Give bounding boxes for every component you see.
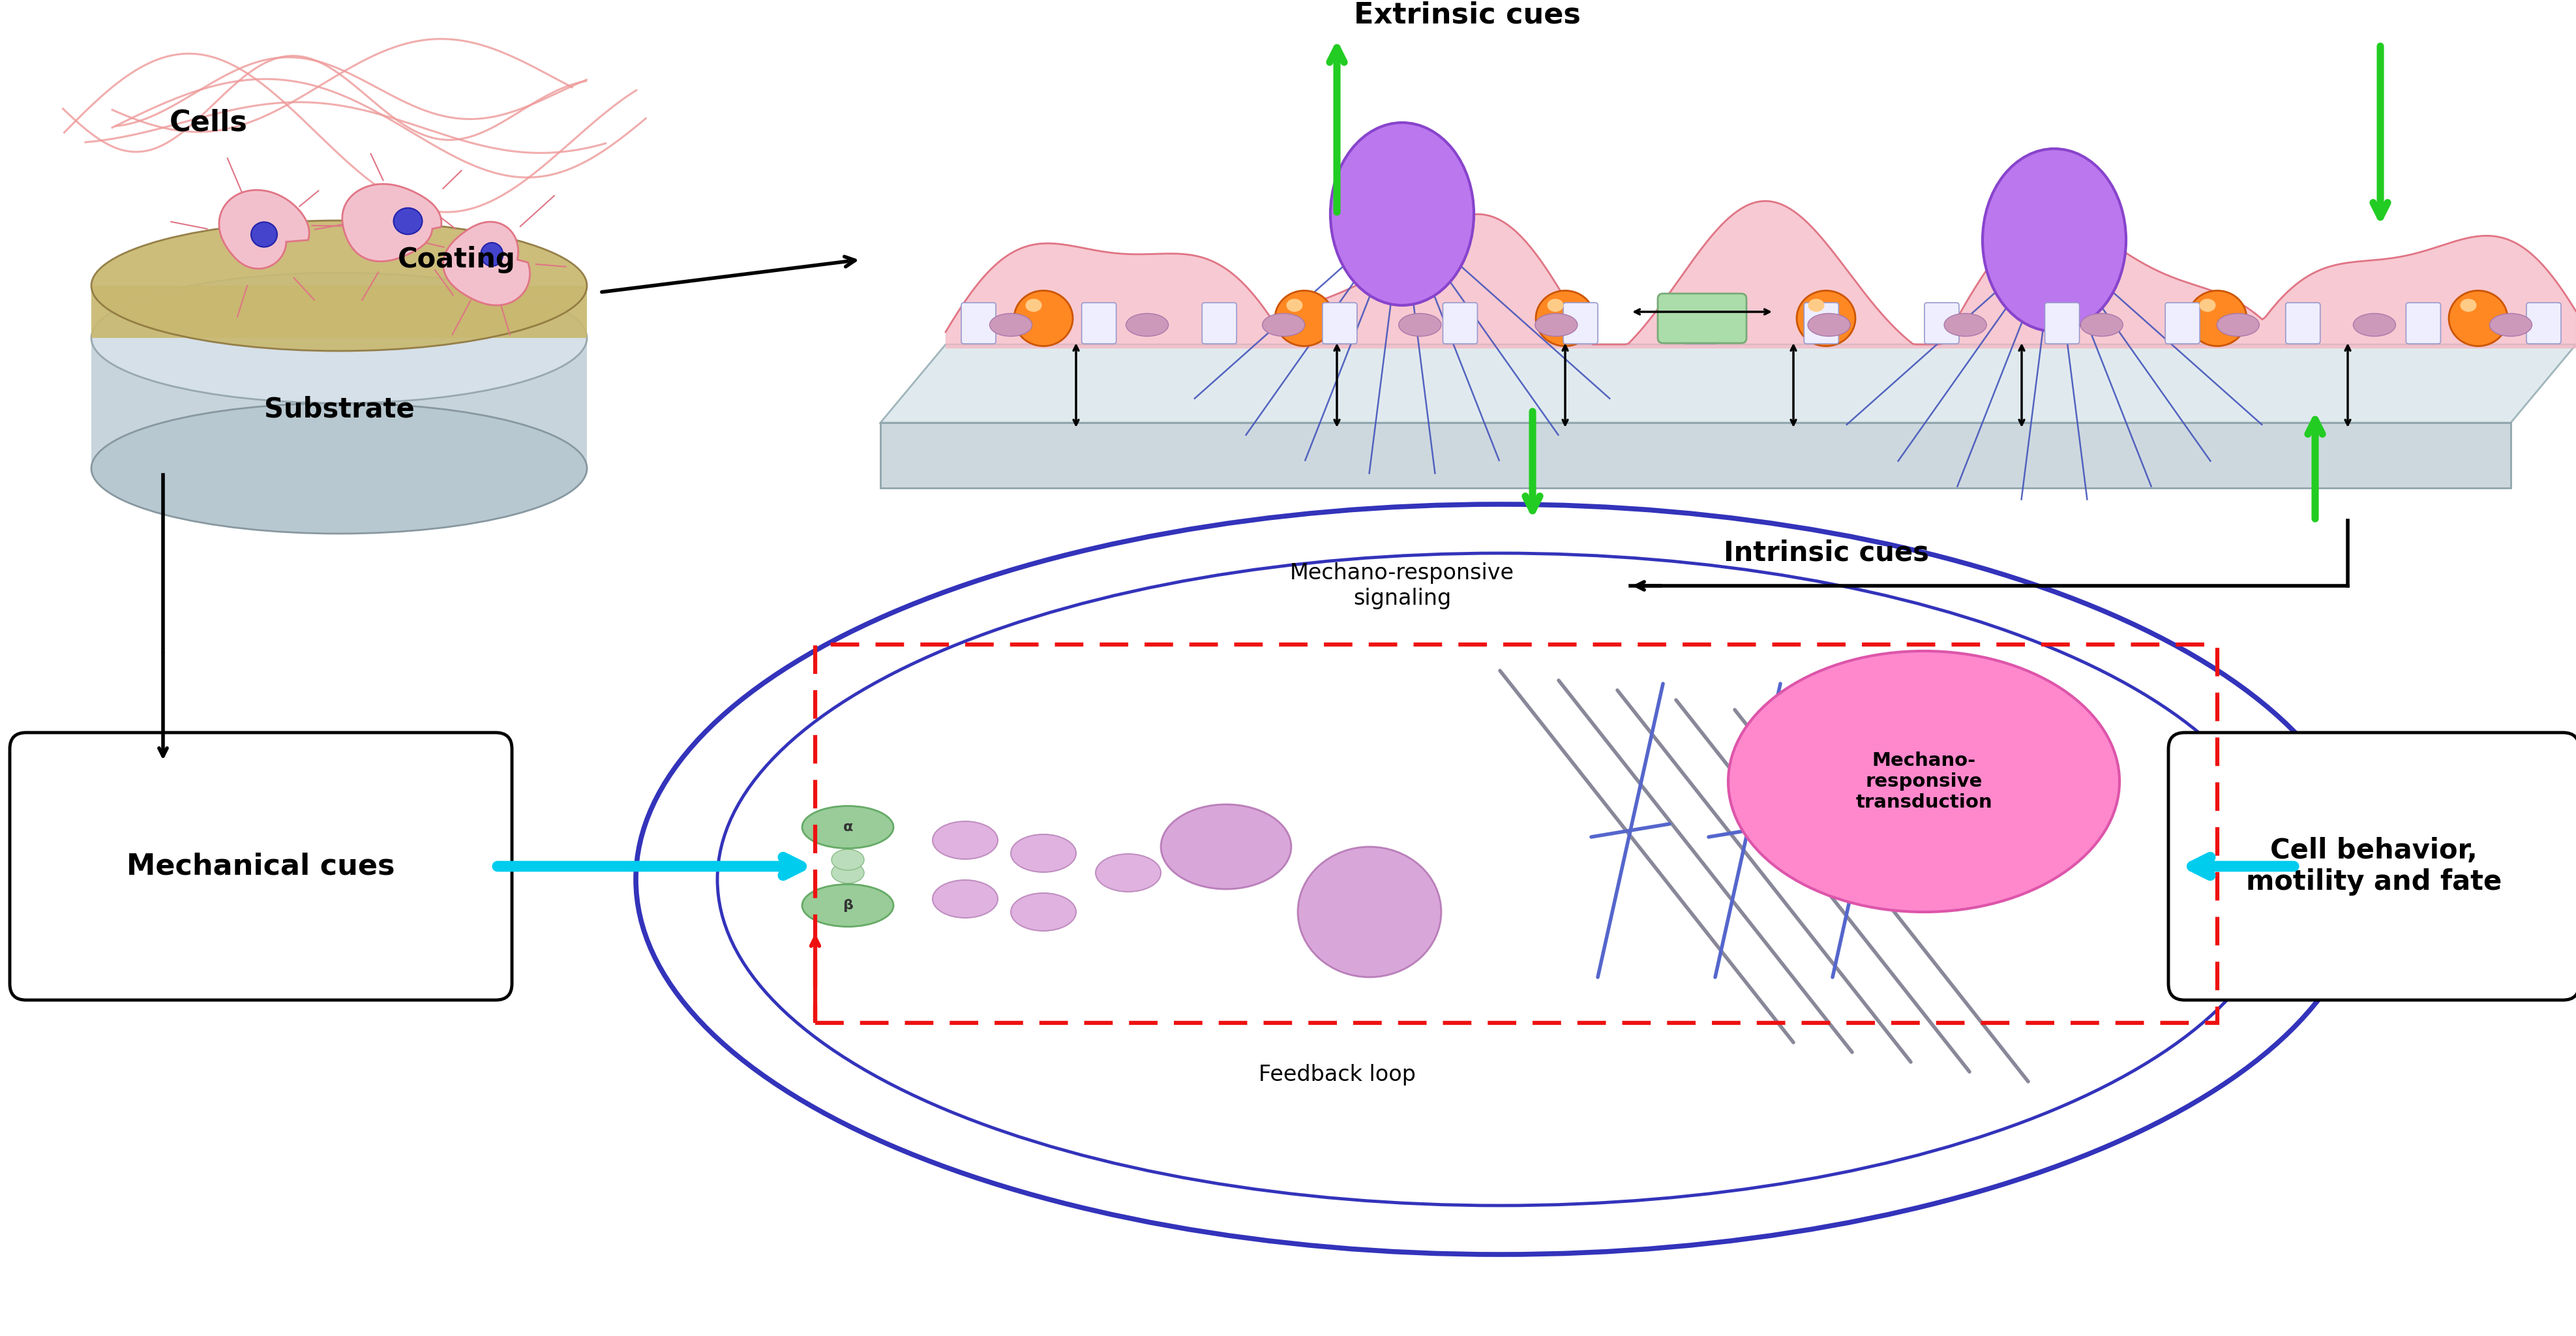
Ellipse shape	[1535, 291, 1595, 346]
FancyBboxPatch shape	[2169, 732, 2576, 1001]
FancyBboxPatch shape	[2527, 303, 2561, 343]
Ellipse shape	[1984, 148, 2125, 331]
Ellipse shape	[2218, 314, 2259, 337]
Ellipse shape	[2354, 314, 2396, 337]
FancyBboxPatch shape	[1685, 303, 1718, 343]
Ellipse shape	[2187, 291, 2246, 346]
Polygon shape	[343, 184, 440, 262]
Polygon shape	[443, 222, 531, 306]
Ellipse shape	[832, 863, 863, 883]
FancyBboxPatch shape	[1659, 294, 1747, 343]
Polygon shape	[881, 345, 2576, 422]
Ellipse shape	[90, 220, 587, 351]
FancyBboxPatch shape	[2406, 303, 2439, 343]
FancyBboxPatch shape	[1082, 303, 1115, 343]
Ellipse shape	[989, 314, 1033, 337]
Ellipse shape	[1275, 291, 1334, 346]
Text: Intrinsic cues: Intrinsic cues	[1723, 540, 1929, 566]
Ellipse shape	[1010, 835, 1077, 872]
Ellipse shape	[2460, 299, 2476, 311]
Ellipse shape	[2450, 291, 2506, 346]
Ellipse shape	[801, 884, 894, 927]
Ellipse shape	[933, 880, 997, 918]
Text: α: α	[842, 820, 853, 834]
Ellipse shape	[832, 850, 863, 870]
Text: Mechanical cues: Mechanical cues	[126, 852, 394, 880]
FancyBboxPatch shape	[1803, 303, 1839, 343]
Ellipse shape	[2488, 314, 2532, 337]
Text: Mechano-responsive
signaling: Mechano-responsive signaling	[1291, 562, 1515, 609]
Ellipse shape	[801, 806, 894, 848]
Ellipse shape	[1025, 299, 1041, 311]
Ellipse shape	[482, 243, 502, 266]
Text: Coating: Coating	[397, 246, 515, 274]
FancyBboxPatch shape	[10, 732, 513, 1001]
Text: Extrinsic cues: Extrinsic cues	[1355, 1, 1582, 29]
Ellipse shape	[1399, 314, 1440, 337]
Ellipse shape	[1162, 804, 1291, 890]
Polygon shape	[881, 422, 2512, 488]
Ellipse shape	[933, 822, 997, 859]
Ellipse shape	[1285, 299, 1303, 311]
FancyBboxPatch shape	[1321, 303, 1358, 343]
Ellipse shape	[1808, 314, 1850, 337]
Ellipse shape	[1329, 123, 1473, 306]
Ellipse shape	[2081, 314, 2123, 337]
Ellipse shape	[1262, 314, 1306, 337]
Ellipse shape	[1548, 299, 1564, 311]
Text: Cells: Cells	[170, 108, 247, 136]
FancyBboxPatch shape	[2166, 303, 2200, 343]
FancyBboxPatch shape	[1924, 303, 1958, 343]
Ellipse shape	[1015, 291, 1072, 346]
Text: Substrate: Substrate	[263, 395, 415, 424]
Ellipse shape	[1672, 314, 1713, 337]
FancyBboxPatch shape	[1564, 303, 1597, 343]
Ellipse shape	[1010, 892, 1077, 931]
Ellipse shape	[1126, 314, 1170, 337]
FancyBboxPatch shape	[961, 303, 997, 343]
Polygon shape	[219, 190, 309, 269]
Ellipse shape	[2200, 299, 2215, 311]
Ellipse shape	[250, 222, 278, 247]
Ellipse shape	[1808, 299, 1824, 311]
Text: Mechano-
responsive
transduction: Mechano- responsive transduction	[1855, 751, 1991, 812]
Ellipse shape	[90, 273, 587, 403]
Ellipse shape	[1095, 854, 1162, 891]
Ellipse shape	[1728, 651, 2120, 912]
FancyBboxPatch shape	[1443, 303, 1479, 343]
Ellipse shape	[1298, 847, 1440, 977]
Text: β: β	[842, 899, 853, 912]
Polygon shape	[90, 286, 587, 338]
Ellipse shape	[1795, 291, 1855, 346]
Text: Cell behavior,
motility and fate: Cell behavior, motility and fate	[2246, 836, 2501, 896]
FancyBboxPatch shape	[2045, 303, 2079, 343]
Ellipse shape	[394, 208, 422, 234]
Polygon shape	[90, 338, 587, 469]
FancyBboxPatch shape	[2285, 303, 2321, 343]
Text: Feedback loop: Feedback loop	[1257, 1065, 1414, 1086]
FancyBboxPatch shape	[1203, 303, 1236, 343]
Ellipse shape	[1535, 314, 1577, 337]
Ellipse shape	[1945, 314, 1986, 337]
Ellipse shape	[90, 403, 587, 533]
